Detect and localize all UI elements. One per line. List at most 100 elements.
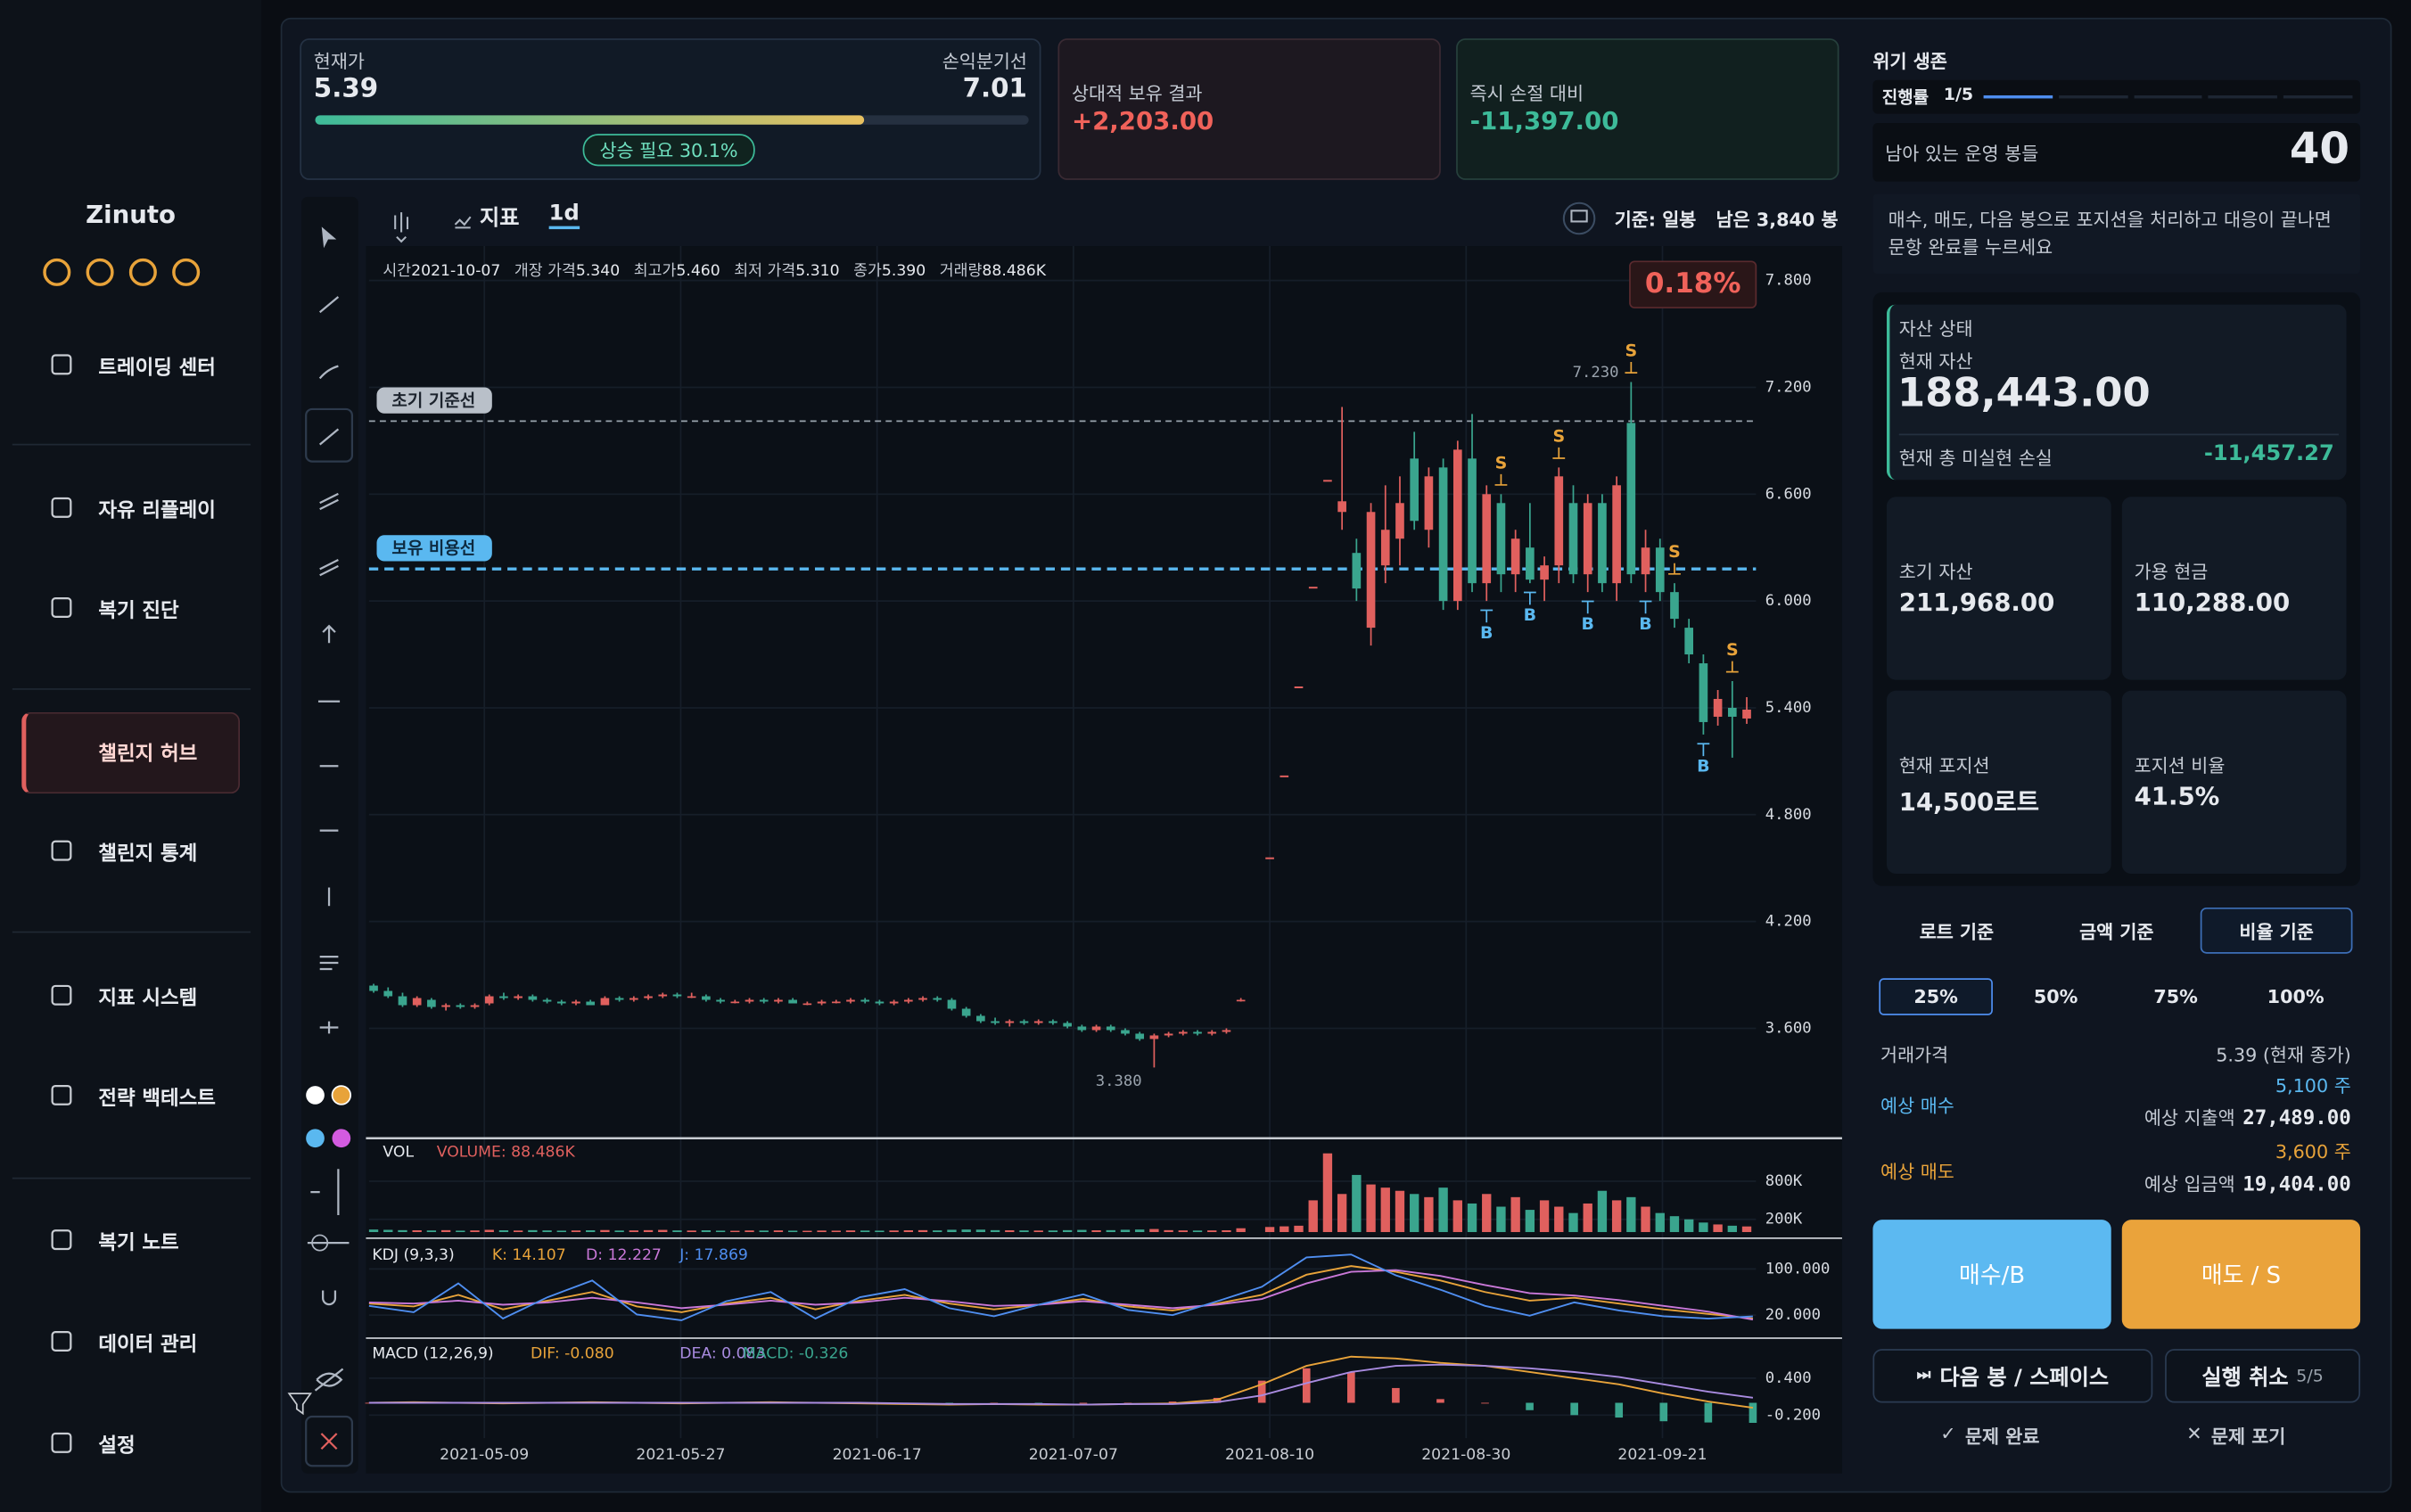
menu-item[interactable]: 전략 백테스트 — [98, 1087, 216, 1111]
candle-body — [1742, 709, 1751, 719]
ratio-tab[interactable]: 75% — [2153, 985, 2198, 1008]
menu-item[interactable]: 트레이딩 센터 — [98, 357, 216, 381]
volume-bar — [1467, 1203, 1477, 1232]
info-label: 거래량 — [939, 263, 983, 281]
active-bg — [21, 711, 241, 794]
breakeven-value: 7.01 — [962, 73, 1027, 105]
volume-bar — [1352, 1174, 1362, 1232]
y-tick-label: 6.000 — [1765, 592, 1812, 610]
panel-legend: DIF: -0.080 — [531, 1344, 614, 1362]
color-dot[interactable] — [306, 1086, 325, 1105]
candle-body — [383, 990, 393, 997]
info-value: 5.340 — [575, 263, 621, 281]
info-value: 88.486K — [982, 263, 1047, 281]
candle-body — [1468, 458, 1477, 584]
volume-bar — [470, 1230, 480, 1232]
candle-body — [730, 1001, 740, 1004]
coin-icon — [172, 258, 201, 286]
stat-value: 41.5% — [2134, 781, 2220, 811]
volume-bar — [860, 1230, 870, 1232]
volume-bar — [513, 1230, 523, 1232]
menu-item[interactable]: 챌린지 허브 — [98, 743, 198, 767]
indicator-line — [368, 1269, 1754, 1321]
chart-bg — [366, 246, 1842, 1474]
candle-body — [831, 1001, 841, 1004]
candle-body — [1684, 628, 1694, 655]
y-tick-label: 7.200 — [1765, 378, 1812, 396]
volume-bar — [614, 1230, 624, 1232]
candle-body — [774, 999, 783, 1002]
panel-title: 위기 생존 — [1872, 50, 1947, 73]
hint-box — [1872, 193, 2361, 275]
x-tick-label: 2021-05-27 — [636, 1446, 725, 1464]
tool-icons[interactable] — [305, 226, 354, 1467]
volume-bar — [1135, 1229, 1145, 1232]
y-tick-label: 800K — [1765, 1172, 1803, 1190]
volume-bar — [1337, 1194, 1347, 1232]
menu-item[interactable]: 자유 리플레이 — [98, 499, 216, 523]
done-button[interactable]: ✓ 문제 완료 — [1940, 1423, 2039, 1449]
menu-item[interactable]: 데이터 관리 — [98, 1333, 198, 1357]
x-tick-label: 2021-06-17 — [833, 1446, 922, 1464]
mode-tab[interactable]: 금액 기준 — [2079, 920, 2154, 942]
undo-button[interactable]: 실행 취소 5/5 — [2165, 1349, 2361, 1403]
candle-body — [1670, 592, 1679, 620]
candle-body — [1510, 538, 1520, 575]
volume-bar — [701, 1229, 712, 1232]
slider-knob[interactable] — [311, 1234, 329, 1252]
ratio-tab[interactable]: 100% — [2267, 985, 2325, 1008]
ratio-tab[interactable]: 25% — [1879, 978, 1993, 1015]
info-label: 최저 가격 — [734, 263, 796, 281]
candle-body — [600, 998, 610, 1006]
basis: 기준: 일봉 — [1614, 209, 1697, 231]
candle-body — [745, 999, 754, 1002]
candle-body — [1337, 501, 1346, 513]
volume-bar — [1713, 1224, 1723, 1232]
menu-item[interactable]: 지표 시스템 — [98, 987, 198, 1011]
volume-bar — [383, 1229, 393, 1232]
menu-item[interactable]: 복기 진단 — [98, 599, 179, 623]
candle-body — [586, 1001, 596, 1006]
chart-toolbar-icons[interactable] — [394, 201, 1596, 243]
sell-cost-label: 예상 입금액 — [2144, 1173, 2235, 1196]
volume-bar — [1322, 1153, 1333, 1232]
menu-item[interactable]: 복기 노트 — [98, 1231, 179, 1255]
trade-marker: S — [1495, 453, 1508, 472]
buy-button[interactable]: 매수/B — [1872, 1220, 2111, 1329]
color-dot[interactable] — [331, 1085, 352, 1105]
next-button[interactable]: ⏭ 다음 봉 / 스페이스 — [1872, 1349, 2153, 1403]
volume-bar — [1264, 1227, 1275, 1232]
interval-button[interactable]: 1d — [548, 201, 580, 230]
info-item: 시간2021-10-07 — [383, 257, 500, 280]
mode-tab[interactable]: 비율 기준 — [2200, 907, 2353, 954]
menu-item[interactable]: 챌린지 통계 — [98, 842, 198, 867]
quit-button[interactable]: ✕ 문제 포기 — [2186, 1423, 2285, 1449]
filter-icon[interactable] — [287, 1393, 313, 1416]
volume-bar — [1482, 1194, 1492, 1232]
menu-item[interactable]: 설정 — [98, 1434, 136, 1459]
volume-bar — [1077, 1229, 1087, 1232]
macd-bar — [1704, 1402, 1713, 1423]
volume-bar — [975, 1229, 986, 1232]
candle-body — [1626, 423, 1636, 575]
ratio-tab[interactable]: 50% — [2033, 985, 2078, 1008]
sell-button[interactable]: 매도 / S — [2121, 1220, 2361, 1329]
change-box — [1629, 260, 1757, 308]
candle-body — [1207, 1031, 1217, 1034]
info-label: 시간 — [383, 263, 412, 281]
x-tick-label: 2021-07-07 — [1029, 1446, 1118, 1464]
indicator-button[interactable]: 지표 — [480, 206, 520, 231]
x-tick-label: 2021-05-09 — [440, 1446, 529, 1464]
marker-pin — [1552, 447, 1566, 459]
candle-body — [1583, 503, 1592, 575]
panel-legend: MACD: -0.326 — [743, 1344, 848, 1362]
color-dot[interactable] — [332, 1129, 351, 1148]
candle-body — [875, 1001, 885, 1004]
volume-bar — [1308, 1200, 1318, 1232]
quit-label: 문제 포기 — [2210, 1426, 2286, 1448]
y-tick-label: 0.400 — [1765, 1369, 1812, 1387]
mode-tab[interactable]: 로트 기준 — [1919, 920, 1995, 942]
color-dot[interactable] — [306, 1129, 325, 1148]
trade-price: 5.39 (현재 종가) — [2216, 1044, 2351, 1066]
candle-body — [1482, 494, 1492, 584]
